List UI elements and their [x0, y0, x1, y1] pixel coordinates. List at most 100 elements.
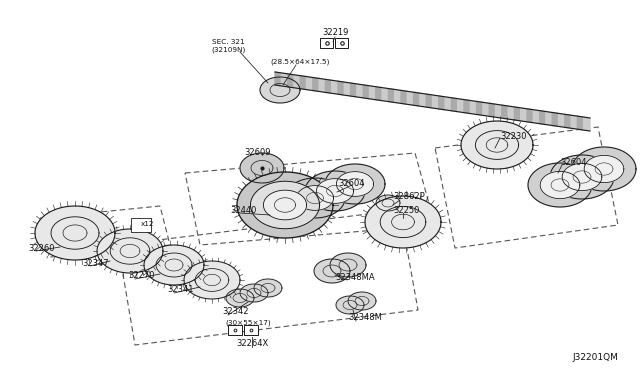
Polygon shape — [351, 83, 357, 97]
Polygon shape — [461, 121, 533, 169]
Polygon shape — [521, 108, 527, 122]
Polygon shape — [336, 296, 364, 314]
Polygon shape — [282, 73, 287, 87]
Polygon shape — [305, 171, 365, 211]
Text: 32862P: 32862P — [393, 192, 425, 201]
Polygon shape — [307, 77, 313, 90]
Polygon shape — [470, 100, 477, 115]
Polygon shape — [382, 88, 388, 102]
Polygon shape — [376, 195, 400, 211]
Polygon shape — [287, 74, 294, 88]
Polygon shape — [508, 106, 515, 120]
Polygon shape — [420, 93, 426, 107]
Polygon shape — [559, 113, 564, 127]
Text: 32348MA: 32348MA — [335, 273, 374, 282]
Polygon shape — [264, 190, 307, 220]
Polygon shape — [495, 104, 502, 118]
Text: 32604: 32604 — [338, 179, 365, 187]
Text: 32270: 32270 — [128, 272, 154, 280]
Polygon shape — [338, 81, 344, 95]
Polygon shape — [275, 72, 282, 86]
Polygon shape — [294, 75, 300, 89]
Polygon shape — [250, 181, 319, 229]
Polygon shape — [572, 147, 636, 191]
Polygon shape — [226, 289, 254, 307]
Text: 32230: 32230 — [500, 131, 527, 141]
Text: 32341: 32341 — [167, 285, 193, 295]
Text: 32219: 32219 — [322, 28, 348, 36]
Polygon shape — [337, 171, 374, 196]
Polygon shape — [528, 163, 592, 207]
Polygon shape — [144, 245, 204, 285]
Polygon shape — [564, 114, 571, 128]
Text: 32347: 32347 — [82, 259, 109, 267]
Text: SEC. 321
(32109N): SEC. 321 (32109N) — [211, 39, 245, 53]
Polygon shape — [316, 179, 354, 203]
Text: 32342: 32342 — [222, 308, 248, 317]
Text: x12: x12 — [141, 221, 155, 227]
Polygon shape — [413, 92, 420, 106]
Bar — [131, 218, 151, 232]
Polygon shape — [330, 253, 366, 277]
Polygon shape — [240, 153, 284, 183]
Polygon shape — [388, 89, 395, 102]
Polygon shape — [35, 206, 115, 260]
Polygon shape — [489, 103, 495, 117]
Text: (30×55×17): (30×55×17) — [225, 320, 271, 326]
Text: (28.5×64×17.5): (28.5×64×17.5) — [270, 59, 330, 65]
Polygon shape — [571, 115, 577, 129]
Polygon shape — [300, 76, 307, 90]
Text: 32604: 32604 — [560, 157, 586, 167]
Polygon shape — [325, 164, 385, 204]
Polygon shape — [376, 87, 382, 101]
Bar — [335, 38, 348, 48]
Polygon shape — [451, 98, 458, 112]
Polygon shape — [562, 163, 602, 190]
Polygon shape — [325, 79, 332, 93]
Polygon shape — [240, 284, 268, 302]
Polygon shape — [527, 109, 533, 123]
Polygon shape — [365, 196, 441, 248]
Polygon shape — [477, 102, 483, 115]
Polygon shape — [584, 117, 590, 131]
Polygon shape — [260, 77, 300, 103]
Polygon shape — [433, 95, 439, 109]
Polygon shape — [97, 229, 163, 273]
Polygon shape — [546, 112, 552, 125]
Polygon shape — [483, 102, 489, 116]
Bar — [228, 325, 242, 335]
Polygon shape — [540, 171, 580, 199]
Polygon shape — [458, 99, 464, 113]
Text: 32260: 32260 — [28, 244, 54, 253]
Polygon shape — [332, 80, 338, 94]
Polygon shape — [369, 86, 376, 100]
Polygon shape — [515, 107, 521, 121]
Polygon shape — [364, 85, 369, 99]
Text: 32250: 32250 — [393, 205, 419, 215]
Polygon shape — [464, 100, 470, 113]
Polygon shape — [184, 261, 240, 299]
Polygon shape — [344, 82, 351, 96]
Polygon shape — [540, 110, 546, 125]
Text: 32264X: 32264X — [236, 340, 268, 349]
Polygon shape — [552, 112, 559, 126]
Polygon shape — [319, 78, 325, 92]
Text: J32201QM: J32201QM — [572, 353, 618, 362]
Polygon shape — [439, 96, 445, 110]
Polygon shape — [348, 292, 376, 310]
Polygon shape — [445, 97, 451, 111]
Bar — [244, 325, 258, 335]
Polygon shape — [533, 110, 540, 124]
Polygon shape — [426, 94, 433, 108]
Polygon shape — [313, 77, 319, 92]
Text: 32348M: 32348M — [348, 314, 382, 323]
Polygon shape — [254, 279, 282, 297]
Polygon shape — [357, 84, 364, 98]
Polygon shape — [395, 90, 401, 103]
Polygon shape — [314, 259, 350, 283]
Polygon shape — [407, 91, 413, 105]
Polygon shape — [550, 155, 614, 199]
Polygon shape — [502, 105, 508, 119]
Bar — [320, 38, 333, 48]
Polygon shape — [401, 90, 407, 104]
